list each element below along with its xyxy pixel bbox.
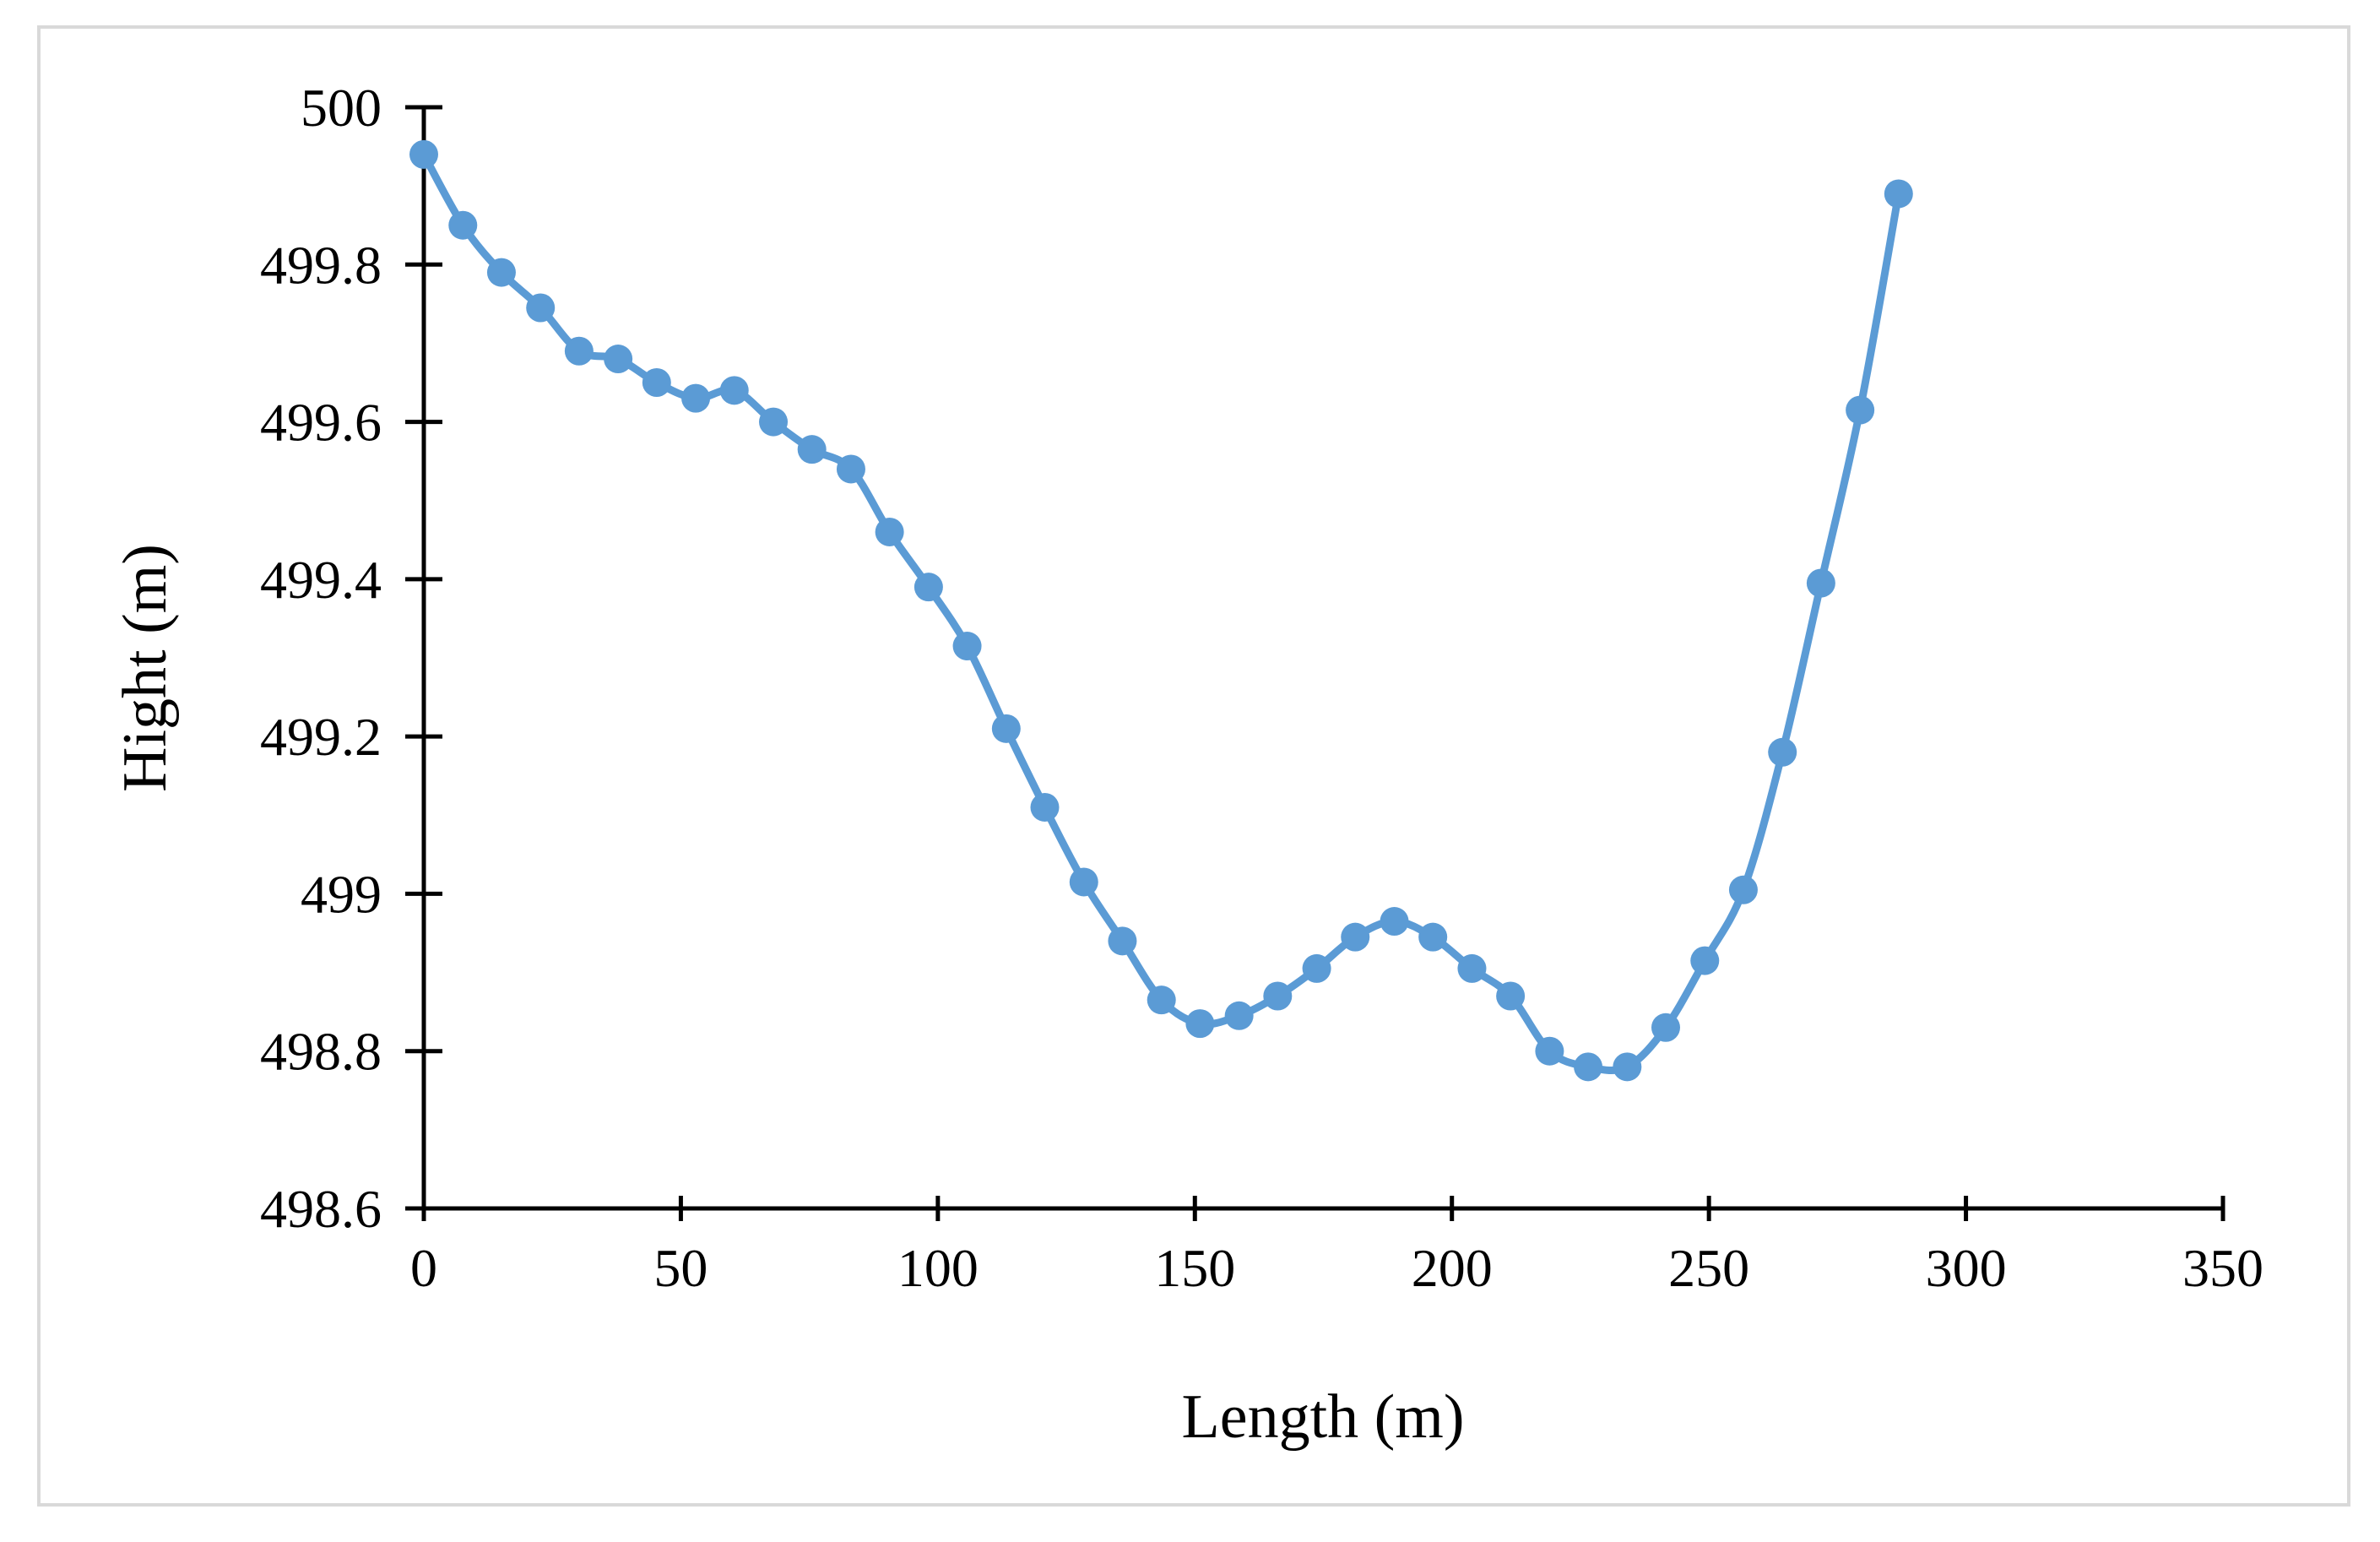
data-point	[486, 258, 516, 287]
axes	[421, 107, 2223, 1211]
data-point	[1884, 179, 1913, 209]
data-point	[1147, 985, 1176, 1015]
data-point	[1728, 875, 1758, 904]
data-point	[1030, 792, 1060, 822]
data-point	[1185, 1009, 1215, 1039]
data-point	[681, 383, 711, 413]
data-point	[564, 336, 594, 366]
data-point	[952, 632, 982, 661]
x-tick-label: 100	[897, 1238, 979, 1298]
data-point	[875, 517, 904, 546]
y-tick-label: 498.6	[260, 1179, 382, 1239]
data-point	[1224, 1001, 1254, 1030]
data-point	[642, 368, 671, 397]
data-point	[1574, 1052, 1603, 1082]
data-point	[836, 454, 865, 484]
x-tick-label: 150	[1154, 1238, 1235, 1298]
x-axis-ticks: 0 50 100 150 200 250 300 350	[410, 1196, 2263, 1298]
data-point	[1380, 907, 1409, 937]
data-point	[1263, 981, 1293, 1011]
y-tick-label: 499.8	[260, 235, 382, 295]
data-point	[1846, 395, 1875, 425]
data-point	[604, 345, 633, 374]
data-point	[448, 210, 478, 240]
x-tick-label: 350	[2182, 1238, 2263, 1298]
y-tick-label: 500	[301, 78, 382, 138]
data-point	[1496, 981, 1526, 1011]
data-point	[1651, 1013, 1680, 1042]
data-point	[1457, 953, 1487, 983]
x-tick-label: 250	[1668, 1238, 1749, 1298]
x-tick-label: 50	[653, 1238, 707, 1298]
data-point	[719, 376, 749, 405]
x-tick-label: 200	[1412, 1238, 1493, 1298]
data-point	[1613, 1052, 1642, 1082]
x-axis-title: Length (m)	[1182, 1382, 1465, 1452]
y-tick-label: 499	[301, 864, 382, 924]
data-point	[409, 139, 438, 169]
data-point	[1768, 737, 1797, 767]
x-tick-label: 300	[1926, 1238, 2007, 1298]
data-point	[914, 573, 943, 602]
data-point	[991, 714, 1021, 743]
y-tick-label: 499.6	[260, 393, 382, 453]
y-axis-title: Hight (m)	[111, 544, 180, 792]
data-point	[1302, 953, 1331, 983]
data-point	[1108, 926, 1137, 956]
data-point	[759, 407, 789, 437]
series-line	[420, 150, 1903, 1075]
data-point	[1069, 867, 1098, 897]
data-point	[1806, 568, 1835, 598]
y-tick-label: 499.4	[260, 550, 382, 610]
y-axis-ticks: 498.6 498.8 499 499.2 499.4 499.6 499.8 500	[260, 78, 442, 1239]
data-point	[1341, 922, 1370, 952]
data-point	[797, 435, 827, 464]
data-point	[526, 293, 556, 323]
x-tick-label: 0	[410, 1238, 437, 1298]
data-point	[1690, 946, 1720, 975]
data-point	[1418, 922, 1448, 952]
series-group	[409, 139, 1913, 1082]
y-tick-label: 498.8	[260, 1022, 382, 1082]
y-tick-label: 499.2	[260, 707, 382, 767]
data-point	[1535, 1036, 1564, 1066]
